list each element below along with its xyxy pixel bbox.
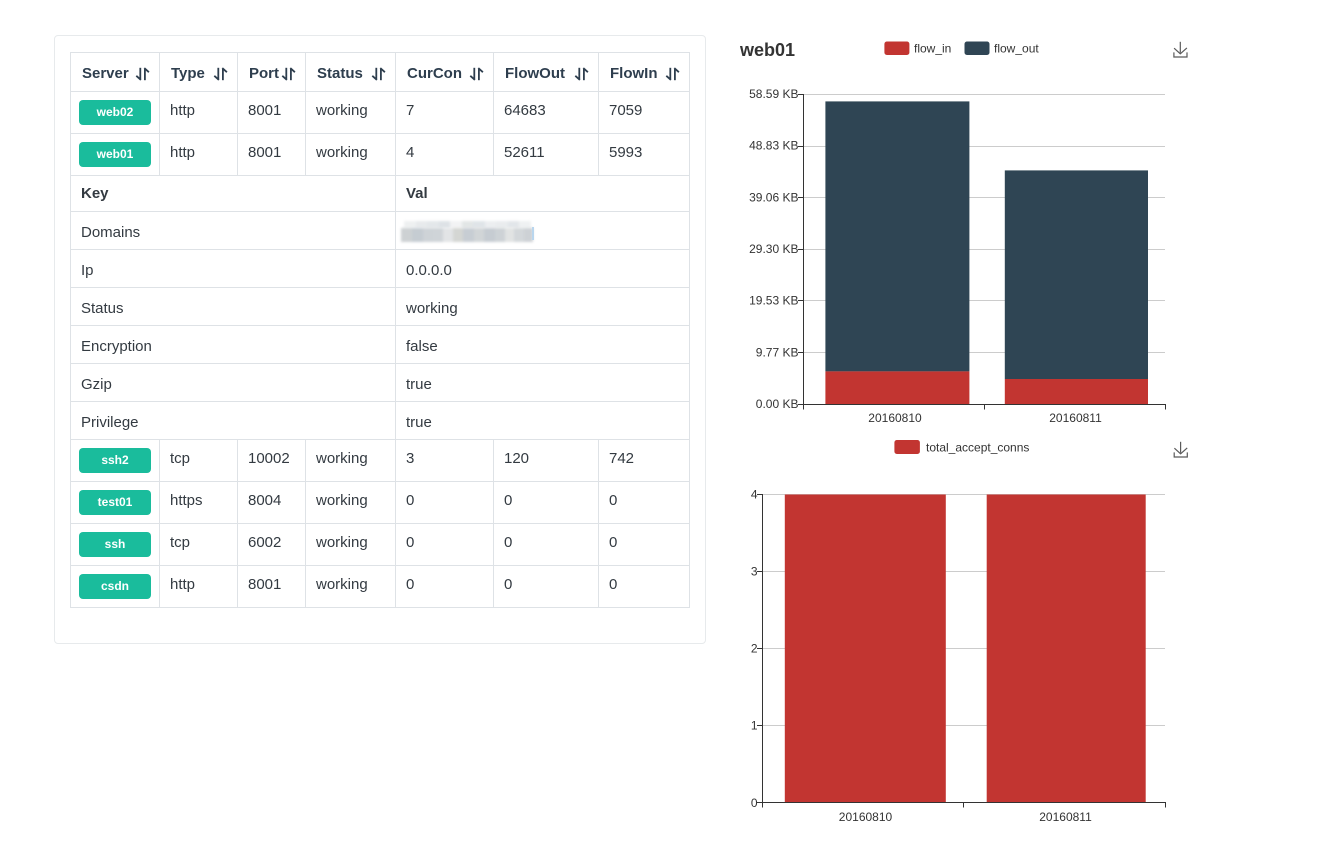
svg-text:20160810: 20160810 — [839, 810, 893, 824]
svg-text:total_accept_conns: total_accept_conns — [926, 441, 1029, 455]
svg-text:flow_in: flow_in — [914, 42, 951, 56]
svg-text:20160811: 20160811 — [1039, 810, 1092, 824]
svg-text:0: 0 — [751, 796, 758, 810]
svg-text:4: 4 — [751, 488, 758, 502]
svg-text:48.83 KB: 48.83 KB — [749, 139, 798, 153]
svg-text:20160810: 20160810 — [868, 411, 922, 425]
svg-text:19.53 KB: 19.53 KB — [749, 294, 798, 308]
svg-text:39.06 KB: 39.06 KB — [749, 190, 798, 204]
svg-text:29.30 KB: 29.30 KB — [749, 242, 798, 256]
svg-text:flow_out: flow_out — [994, 42, 1039, 56]
svg-text:2: 2 — [751, 642, 758, 656]
svg-text:3: 3 — [751, 565, 758, 579]
svg-text:1: 1 — [751, 719, 758, 733]
svg-text:9.77 KB: 9.77 KB — [756, 345, 799, 359]
svg-text:web01: web01 — [739, 40, 795, 60]
svg-text:58.59 KB: 58.59 KB — [749, 87, 798, 101]
svg-text:0.00 KB: 0.00 KB — [756, 397, 799, 411]
svg-text:20160811: 20160811 — [1049, 411, 1102, 425]
